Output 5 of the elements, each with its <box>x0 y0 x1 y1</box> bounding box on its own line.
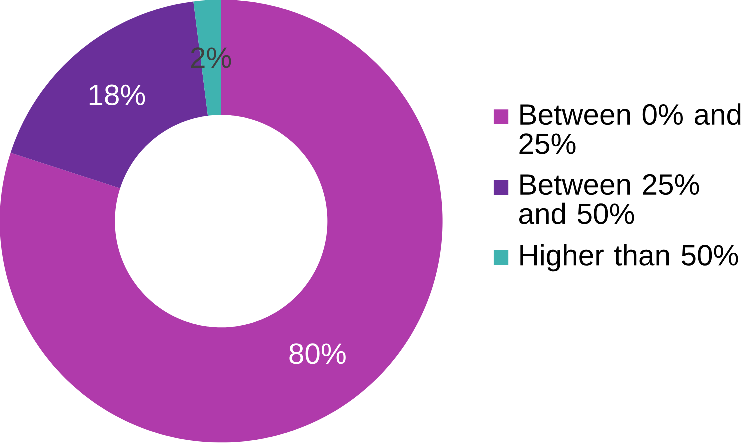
data-label: 18% <box>90 84 146 106</box>
legend-label: Higher than 50% <box>520 244 738 272</box>
legend-label: Between 25% and 50% <box>520 174 700 224</box>
legend-label: Between 0% and 25% <box>520 104 741 154</box>
data-label: 80% <box>290 344 346 364</box>
